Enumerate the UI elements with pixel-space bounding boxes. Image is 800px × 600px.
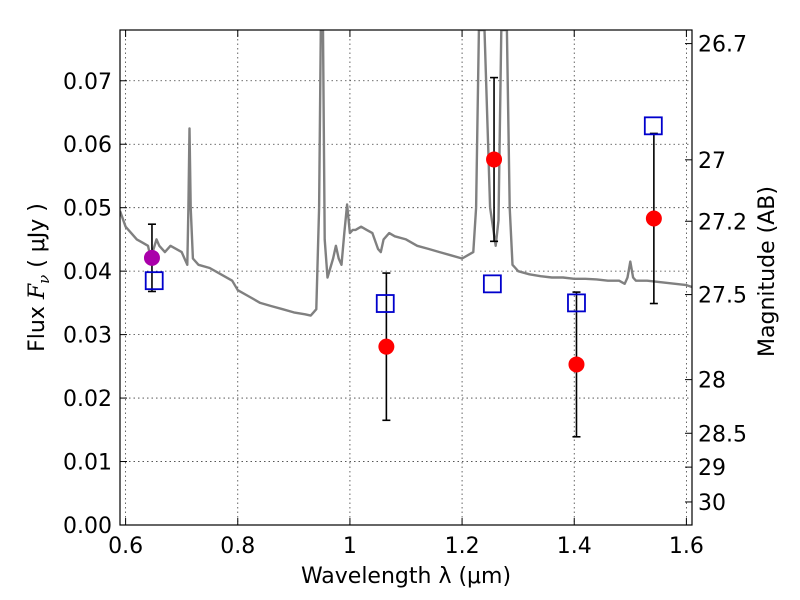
x-axis-label: Wavelength λ (μm) [301, 564, 511, 589]
x-tick-label: 1.2 [445, 534, 480, 559]
spectrum-line [120, 30, 692, 317]
y-axis-label-var: F [25, 283, 50, 300]
model-square [482, 274, 502, 294]
y2-tick-label: 27 [698, 149, 726, 174]
y-tick-label: 0.05 [63, 197, 112, 222]
y2-tick-label: 27.5 [698, 284, 747, 309]
model-square [643, 116, 663, 136]
y-tick-label: 0.07 [63, 70, 112, 95]
y2-tick-label: 26.7 [698, 33, 747, 58]
x-tick-label: 1 [343, 534, 357, 559]
data-point [645, 210, 662, 227]
y-axis-label-suffix: ( μJy ) [25, 203, 50, 275]
y-tick-label: 0.00 [63, 514, 112, 539]
model-square [567, 293, 586, 313]
y2-axis-label: Magnitude (AB) [755, 186, 780, 357]
model-square [144, 271, 164, 291]
x-tick-label: 0.8 [220, 534, 255, 559]
y-axis-label: Flux Fν ( μJy ) [25, 203, 53, 352]
y2-tick-label: 27.2 [698, 210, 747, 235]
plot-frame [119, 29, 693, 526]
y-tick-label: 0.03 [63, 324, 112, 349]
y-tick-label: 0.02 [63, 387, 112, 412]
ticks-layer: 0.6 0.8 1 1.2 1.4 1.6 0.00 0.01 0.02 0.03 0.04 0.05… [63, 30, 747, 559]
x-tick-label: 1.4 [557, 534, 592, 559]
data-point [568, 356, 585, 373]
model-square [375, 294, 395, 313]
data-point [486, 151, 503, 168]
data-point [378, 338, 395, 355]
x-tick-label: 1.6 [669, 534, 704, 559]
y2-tick-label: 28.5 [698, 422, 747, 447]
series-layer [120, 30, 692, 438]
y-tick-label: 0.04 [63, 260, 112, 285]
y-tick-label: 0.06 [63, 133, 112, 158]
data-point [143, 249, 160, 266]
y-axis-label-prefix: Flux [25, 299, 50, 352]
y-axis-label-sub: ν [35, 275, 53, 284]
x-tick-label: 0.6 [108, 534, 143, 559]
grid-layer [120, 30, 692, 525]
y2-tick-label: 30 [698, 491, 726, 516]
y2-tick-label: 28 [698, 369, 726, 394]
y2-tick-label: 29 [698, 456, 726, 481]
y-tick-label: 0.01 [63, 451, 112, 476]
